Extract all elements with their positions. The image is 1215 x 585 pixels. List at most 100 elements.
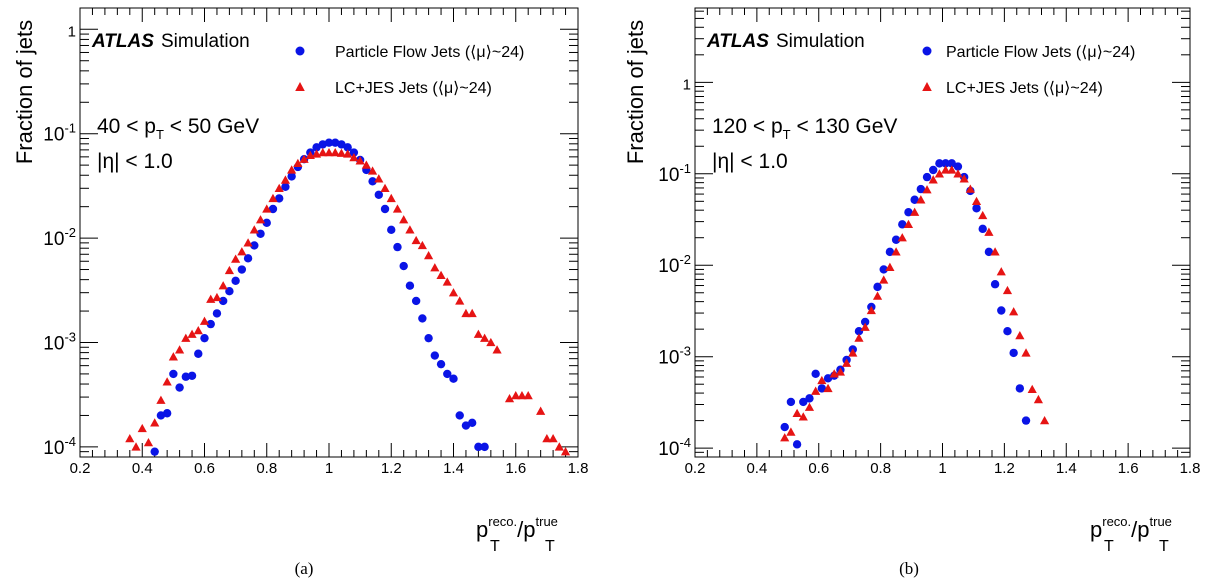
panel-b-pflow-point — [854, 326, 864, 336]
panel-a-legend-marker-lcjes — [295, 82, 305, 91]
panel-a-pt-cut-right: < 50 GeV — [164, 115, 259, 138]
panel-a-lcjes-point — [293, 158, 303, 168]
panel-a-pflow-point — [387, 225, 396, 235]
panel-a-pflow-point — [206, 319, 215, 329]
panel-a-lcjes-point — [486, 337, 496, 347]
panel-b-pflow-point — [947, 159, 956, 168]
panel-a-lcjes-point — [492, 345, 502, 354]
panel-a-pflow-point — [449, 374, 458, 383]
panel-a-xlabel-num-sup: reco. — [488, 514, 517, 529]
panel-a-legend-marker-pflow — [295, 46, 305, 56]
panel-b-lcjes-point — [1002, 285, 1013, 295]
panel-a-lcjes-point — [361, 160, 371, 169]
panel-b-lcjes-point — [879, 275, 889, 284]
panel-a-xlabel-den-sup: true — [536, 514, 558, 529]
panel-a-y-tick-label: 1 — [68, 23, 76, 40]
panel-b-lcjes-point — [860, 322, 870, 331]
panel-b-lcjes-point — [910, 207, 920, 216]
panel-a-lcjes-point — [131, 442, 141, 451]
panel-a-lcjes-point — [405, 225, 415, 234]
panel-b-lcjes-point — [811, 386, 821, 395]
panel-b-pflow-point — [1021, 416, 1031, 425]
panel-a-lcjes-point — [523, 390, 533, 400]
panel-b-pflow-point — [860, 317, 870, 327]
panel-b-x-tick-label: 1.4 — [1056, 460, 1077, 477]
panel-b-xlabel-den-sup: true — [1150, 514, 1172, 529]
panel-b-pflow-point — [990, 280, 1000, 289]
panel-b-pt-cut-sub: T — [783, 127, 791, 142]
panel-b-x-tick-label: 0.4 — [746, 460, 767, 477]
panel-b-lcjes-point — [854, 333, 864, 342]
panel-b-lcjes-point — [866, 305, 876, 315]
panel-a-lcjes-point — [330, 147, 340, 157]
panel-a-lcjes-point — [386, 193, 396, 203]
panel-a-y-tick-label: 10-2 — [43, 225, 76, 250]
panel-b-y-tick-label: 10-4 — [658, 435, 691, 460]
panel-a-lcjes-point — [262, 204, 272, 213]
panel-a-plot: 0.2 0.4 0.6 0.8 1 1.2 1.4 1.6 1.8 10-4 10-3 10-2 10-… — [43, 7, 588, 477]
panel-b-lcjes-point — [817, 375, 827, 385]
panel-a-pflow-point — [480, 442, 489, 452]
panel-a-lcjes-point — [560, 447, 571, 456]
panel-a-lcjes-point — [424, 250, 434, 260]
panel-a-lcjes-point — [125, 434, 135, 443]
panel-b-lcjes-point — [928, 175, 938, 184]
panel-b-lcjes-point — [947, 165, 957, 174]
panel-a-x-tick-label: 1.4 — [443, 460, 464, 477]
panel-b-pflow-point — [879, 265, 888, 274]
panel-b-pflow-point — [953, 162, 963, 171]
panel-b-pt-cut-right: < 130 GeV — [791, 115, 898, 138]
panel-b-lcjes-point — [798, 412, 808, 421]
panel-a-pflow-point — [430, 351, 440, 360]
panel-a-lcjes-point — [417, 240, 427, 250]
panel-a-pflow-point — [474, 442, 483, 452]
panel-b-y-tick-label: 10-1 — [658, 161, 691, 186]
panel-b-lcjes-point — [978, 210, 988, 220]
panel-a-lcjes-point — [255, 215, 266, 224]
panel-b-pflow-point — [1003, 326, 1012, 336]
panel-a-lcjes-point — [218, 281, 228, 290]
panel-a-lcjes-point — [536, 406, 546, 415]
panel-a-pflow-point — [194, 349, 203, 358]
panel-a-lcjes-point — [517, 390, 527, 400]
panel-a-pflow-point — [467, 418, 477, 428]
panel-a-lcjes-point — [231, 254, 241, 263]
panel-a-lcjes-point — [436, 270, 446, 279]
panel-b-lcjes-point — [953, 169, 963, 178]
panel-a-lcjes-point — [249, 225, 259, 234]
panel-a-lcjes-point — [156, 395, 166, 404]
panel-a-pflow-point — [212, 309, 222, 318]
panel-a-pflow-point — [455, 411, 464, 420]
panel-a-pflow-point — [281, 182, 290, 192]
panel-b-lcjes-point — [872, 291, 883, 300]
panel-a-lcjes-point — [324, 147, 334, 157]
panel-a-pflow-point — [218, 296, 228, 306]
panel-a-lcjes-point — [480, 333, 490, 342]
panel-a-lcjes-point — [374, 174, 384, 183]
panel-b-x-tick-label: 1 — [938, 460, 946, 477]
panel-a-pflow-point — [343, 143, 352, 152]
panel-a-pflow-point — [337, 140, 346, 149]
panel-a: Fraction of jets ATLAS Simulation 40 < p… — [12, 20, 558, 578]
panel-b-pflow-point — [997, 306, 1006, 315]
panel-a-pflow-point — [443, 369, 452, 379]
panel-a-atlas-label: ATLAS — [91, 31, 154, 52]
panel-b-lcjes-point — [990, 247, 1000, 256]
panel-b-lcjes-point — [1039, 416, 1050, 425]
panel-b-xlabel-slash: /p — [1131, 517, 1149, 542]
panel-a-pflow-point — [262, 218, 271, 228]
panel-b-pflow-point — [792, 440, 802, 449]
panel-b-plot: 0.2 0.4 0.6 0.8 1 1.2 1.4 1.6 1.8 10-4 10-3 10-2 10-… — [658, 7, 1200, 477]
panel-b-atlas-label: ATLAS — [706, 31, 769, 52]
panel-a-xlabel-slash: /p — [517, 517, 535, 542]
panel-b-eta-cut: |η| < 1.0 — [712, 150, 788, 173]
panel-b-pflow-point — [929, 165, 938, 175]
panel-b-lcjes-point — [897, 233, 907, 242]
panel-b-pflow-point — [1015, 384, 1025, 393]
panel-b-lcjes-point — [965, 184, 975, 193]
panel-a-pt-cut-sub: T — [156, 127, 164, 142]
panel-a-lcjes-point — [430, 263, 440, 272]
panel-a-lcjes-point — [287, 165, 297, 174]
panel-a-x-tick-label: 1 — [325, 460, 333, 477]
panel-a-pflow-point — [200, 333, 209, 343]
